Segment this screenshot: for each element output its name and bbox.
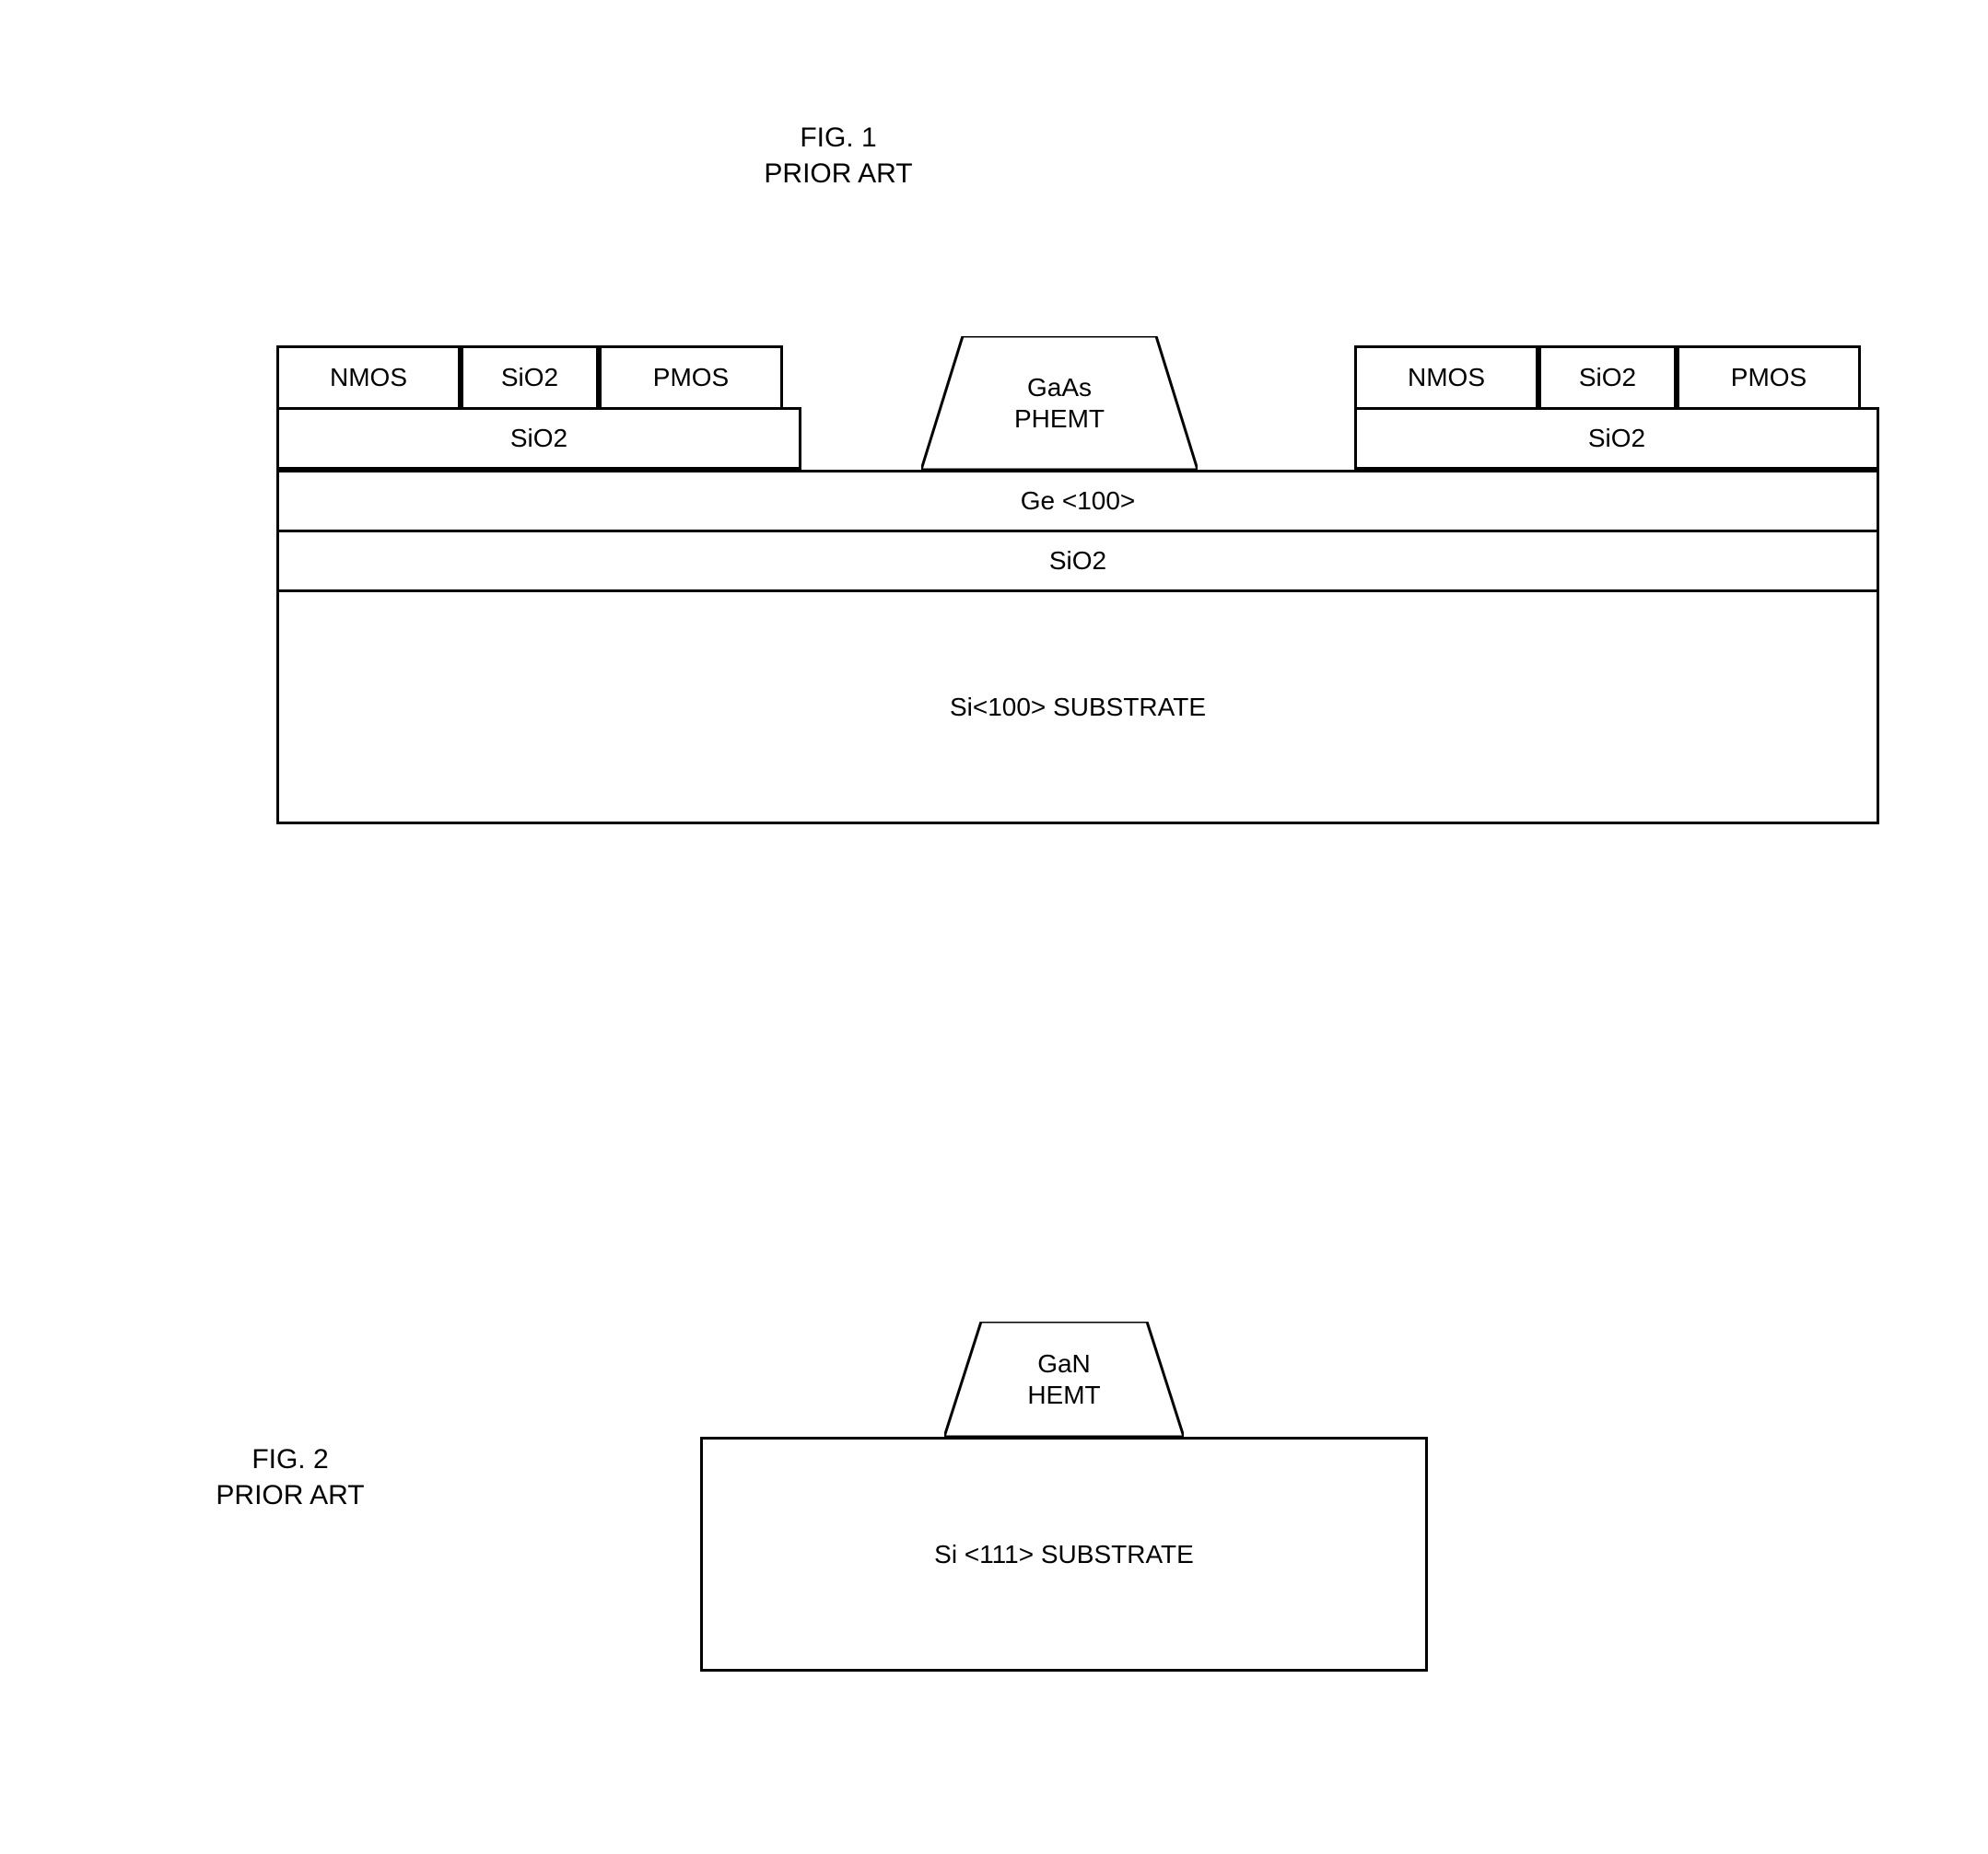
fig1-ge: Ge <100> <box>276 470 1879 532</box>
fig1-left-sio2-top-label: SiO2 <box>501 363 558 392</box>
fig1-left-sio2-bar: SiO2 <box>276 407 801 470</box>
fig2-title-line2: PRIOR ART <box>216 1480 364 1510</box>
fig1-trap-line2: PHEMT <box>1014 404 1105 433</box>
fig1-sio2-big: SiO2 <box>276 530 1879 592</box>
fig2-trap-line2: HEMT <box>1027 1381 1100 1409</box>
fig1-right-sio2-top: SiO2 <box>1538 345 1677 410</box>
fig1-title-line2: PRIOR ART <box>764 158 912 189</box>
fig2-trap-line1: GaN <box>1037 1349 1091 1378</box>
fig1-title-line1: FIG. 1 <box>800 122 876 153</box>
fig2-trapezoid: GaN HEMT <box>944 1322 1184 1437</box>
fig1-substrate: Si<100> SUBSTRATE <box>276 589 1879 824</box>
fig1-left-nmos: NMOS <box>276 345 461 410</box>
fig1-left-pmos: PMOS <box>599 345 783 410</box>
fig1-trapezoid: GaAs PHEMT <box>921 336 1198 470</box>
fig1-sio2-big-label: SiO2 <box>1049 546 1106 576</box>
fig2-substrate-label: Si <111> SUBSTRATE <box>934 1540 1194 1569</box>
fig1-right-pmos-label: PMOS <box>1731 363 1807 392</box>
fig1-trap-line1: GaAs <box>1027 373 1092 402</box>
fig1-right-nmos: NMOS <box>1354 345 1538 410</box>
fig1-ge-label: Ge <100> <box>1021 486 1136 516</box>
fig2-substrate: Si <111> SUBSTRATE <box>700 1437 1428 1672</box>
fig1-title: FIG. 1 PRIOR ART <box>700 120 976 192</box>
fig1-right-sio2-bar: SiO2 <box>1354 407 1879 470</box>
fig1-left-sio2-bar-label: SiO2 <box>510 424 567 453</box>
fig1-left-pmos-label: PMOS <box>653 363 729 392</box>
fig1-right-sio2-bar-label: SiO2 <box>1588 424 1645 453</box>
fig1-left-nmos-label: NMOS <box>330 363 407 392</box>
fig1-right-nmos-label: NMOS <box>1408 363 1485 392</box>
fig1-substrate-label: Si<100> SUBSTRATE <box>950 693 1206 722</box>
fig1-left-sio2-top: SiO2 <box>461 345 599 410</box>
fig2-title: FIG. 2 PRIOR ART <box>170 1441 410 1513</box>
fig1-right-sio2-top-label: SiO2 <box>1579 363 1636 392</box>
fig2-title-line1: FIG. 2 <box>251 1444 328 1475</box>
fig1-right-pmos: PMOS <box>1677 345 1861 410</box>
